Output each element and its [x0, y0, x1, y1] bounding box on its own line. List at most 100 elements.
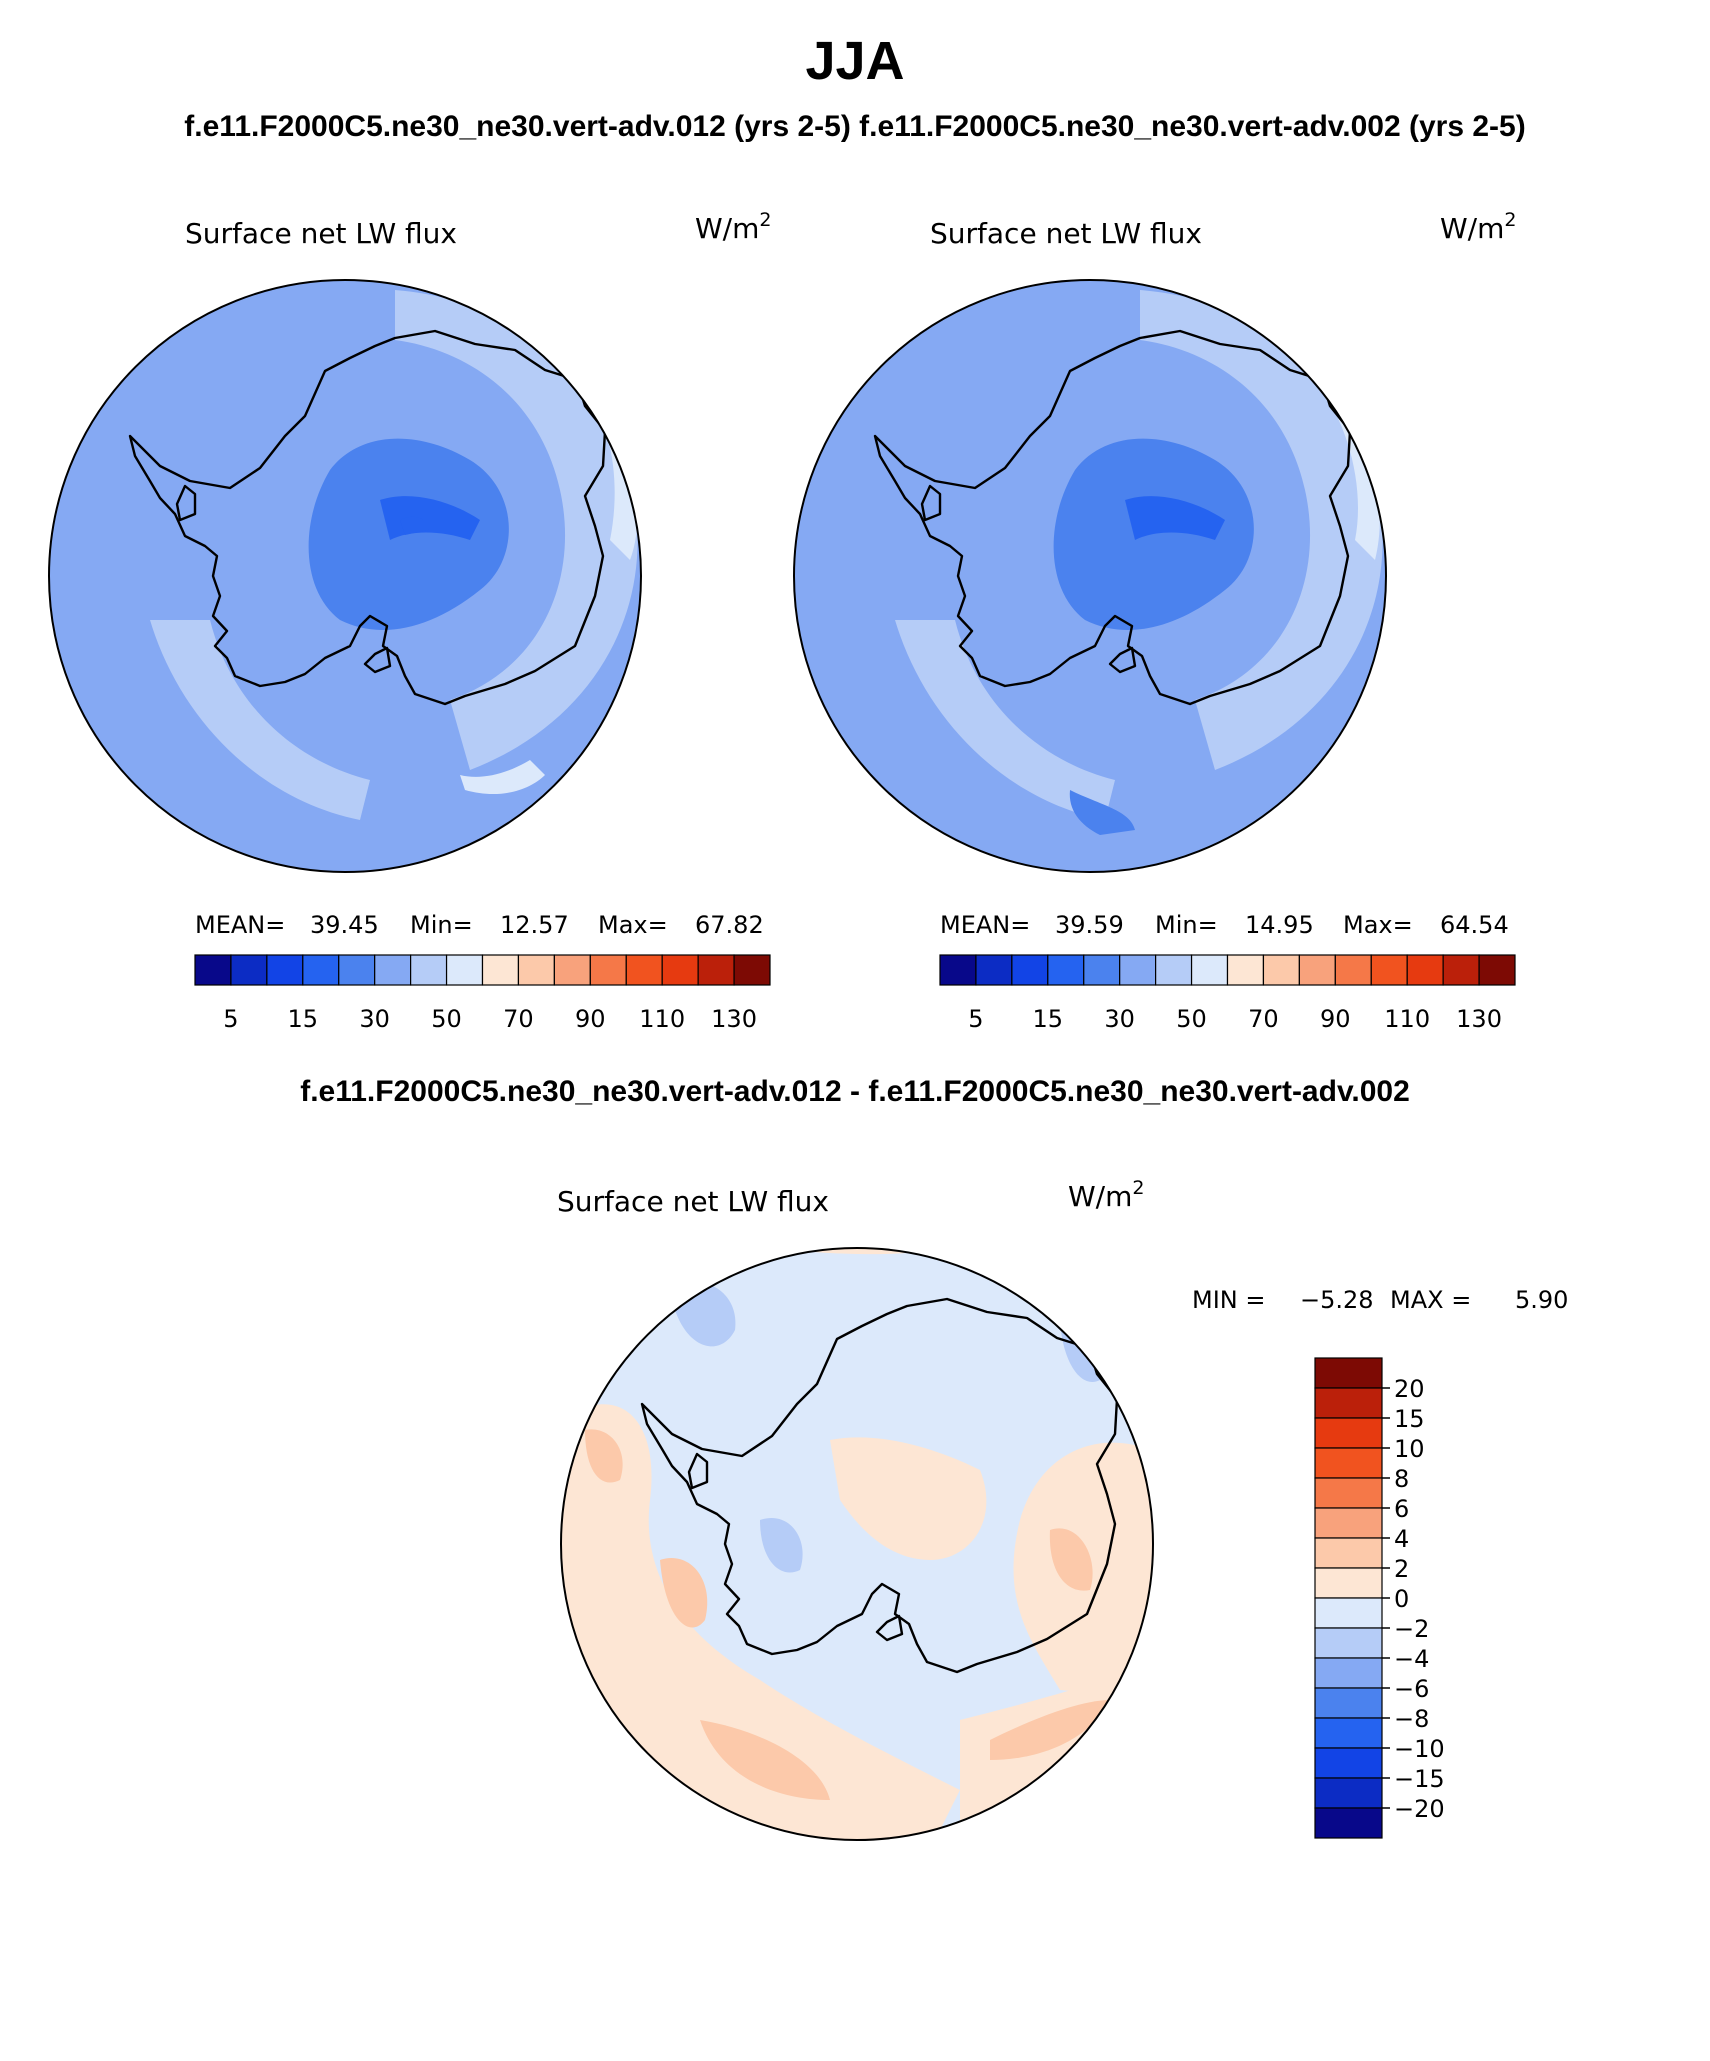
- left-colorbar-swatch: [589, 954, 627, 986]
- right-colorbar-swatch: [1262, 954, 1300, 986]
- right-map: Surface net LW flux W/m2 MEAN= 39.59 Min…: [793, 209, 1517, 1033]
- right-field-light-band: [1140, 290, 1383, 770]
- left-colorbar-swatch: [445, 954, 484, 986]
- diff-field-pos2-s: [700, 1720, 830, 1800]
- right-colorbar-swatch: [1226, 954, 1265, 986]
- right-colorbar-swatch: [1190, 954, 1229, 986]
- diff-field-neg-center: [760, 1518, 803, 1573]
- right-colorbar-tick-label: 130: [1456, 1005, 1502, 1033]
- right-field: [794, 280, 1386, 872]
- left-colorbar-swatch: [302, 954, 340, 986]
- diff-colorbar-swatch: [1314, 1627, 1383, 1659]
- diff-colorbar-tick-label: 0: [1394, 1585, 1409, 1613]
- left-colorbar-swatch: [410, 954, 448, 986]
- diff-colorbar-swatch: [1314, 1537, 1383, 1569]
- diff-colorbar-tick-label: 2: [1394, 1555, 1409, 1583]
- diff-colorbar-swatch: [1314, 1507, 1383, 1539]
- left-colorbar: [194, 954, 771, 986]
- diff-colorbar-swatch: [1314, 1477, 1383, 1509]
- left-map-border: [48, 279, 642, 873]
- page-title: JJA: [805, 31, 905, 91]
- diff-colorbar-tick-label: −4: [1394, 1645, 1429, 1673]
- left-colorbar-swatch: [553, 954, 591, 986]
- diff-min-value: −5.28: [1300, 1286, 1374, 1314]
- right-colorbar-swatch: [1298, 954, 1336, 986]
- diff-colorbar-swatch: [1314, 1567, 1383, 1599]
- right-colorbar-tick-label: 30: [1104, 1005, 1135, 1033]
- diff-colorbar-tick-label: 15: [1394, 1405, 1425, 1433]
- right-units-label: W/m2: [1440, 209, 1517, 245]
- right-colorbar-swatch: [1155, 954, 1193, 986]
- right-colorbar-tick-label: 110: [1384, 1005, 1430, 1033]
- diff-colorbar-tick-label: 6: [1394, 1495, 1409, 1523]
- diff-variable-label: Surface net LW flux: [557, 1185, 829, 1218]
- right-colorbar-tick-label: 90: [1320, 1005, 1351, 1033]
- diff-field-pos2-se: [990, 1700, 1110, 1760]
- right-colorbar-swatch: [939, 954, 977, 986]
- diff-colorbar-swatch: [1314, 1687, 1383, 1719]
- right-mean-value: 39.59: [1055, 911, 1124, 939]
- diff-units-label: W/m2: [1068, 1177, 1145, 1213]
- diff-colorbar-tick-label: 20: [1394, 1375, 1425, 1403]
- left-colorbar-swatch: [481, 954, 520, 986]
- diff-colorbar-tick-label: −2: [1394, 1615, 1429, 1643]
- diff-field-pos-band-sw: [561, 1404, 960, 1840]
- left-map: Surface net LW flux W/m2 MEAN= 39.45 Min…: [48, 209, 772, 1033]
- diff-colorbar-swatch: [1314, 1387, 1383, 1419]
- diff-colorbar-tick-label: −15: [1394, 1765, 1445, 1793]
- right-colorbar-tick-label: 70: [1248, 1005, 1279, 1033]
- diff-map: Surface net LW flux W/m2 MIN = −5.28 MAX…: [557, 1177, 1568, 1841]
- right-colorbar-tick-label: 50: [1176, 1005, 1207, 1033]
- right-field-lighter: [1310, 360, 1380, 560]
- right-min-value: 14.95: [1245, 911, 1314, 939]
- right-field-dark-2: [1069, 790, 1135, 835]
- right-colorbar-swatch: [1370, 954, 1408, 986]
- right-max-value: 64.54: [1440, 911, 1509, 939]
- diff-colorbar-swatch: [1314, 1447, 1383, 1479]
- right-field-light-band-2: [895, 620, 1115, 820]
- left-units-label: W/m2: [695, 209, 772, 245]
- diff-colorbar-tick-label: −20: [1394, 1795, 1445, 1823]
- diff-colorbar-tick-label: 4: [1394, 1525, 1409, 1553]
- left-mean-label: MEAN=: [195, 911, 285, 939]
- diff-field-pos2-sw: [660, 1558, 708, 1628]
- diff-field-pos-center: [830, 1437, 987, 1560]
- diff-title: f.e11.F2000C5.ne30_ne30.vert-adv.012 - f…: [300, 1075, 1410, 1108]
- left-colorbar-tick-label: 50: [431, 1005, 462, 1033]
- left-colorbar-tick-label: 130: [711, 1005, 757, 1033]
- diff-min-label: MIN =: [1192, 1286, 1265, 1314]
- diff-colorbar-tick-label: −6: [1394, 1675, 1429, 1703]
- diff-field-pos2-e: [1049, 1528, 1093, 1591]
- left-colorbar-swatch: [661, 954, 699, 986]
- right-min-label: Min=: [1155, 911, 1218, 939]
- left-colorbar-labels: 5 15 30 50 70 90 110 130: [223, 1005, 757, 1033]
- left-colorbar-tick-label: 5: [223, 1005, 238, 1033]
- left-colorbar-tick-label: 70: [503, 1005, 534, 1033]
- right-colorbar: [939, 954, 1516, 986]
- right-colorbar-swatch: [1011, 954, 1049, 986]
- left-colorbar-swatch: [374, 954, 412, 986]
- diff-colorbar-swatch: [1314, 1657, 1383, 1689]
- right-colorbar-swatch: [1047, 954, 1085, 986]
- left-colorbar-tick-label: 30: [359, 1005, 390, 1033]
- left-colorbar-tick-label: 110: [639, 1005, 685, 1033]
- diff-colorbar-tick-label: −10: [1394, 1735, 1445, 1763]
- right-colorbar-tick-label: 5: [968, 1005, 983, 1033]
- right-field-darker: [1125, 496, 1225, 540]
- left-colorbar-swatch: [338, 954, 376, 986]
- diff-colorbar-tick-label: 8: [1394, 1465, 1409, 1493]
- diff-colorbar-swatch: [1314, 1597, 1383, 1629]
- diff-colorbar: [1314, 1357, 1383, 1839]
- left-min-label: Min=: [410, 911, 473, 939]
- right-mean-label: MEAN=: [940, 911, 1030, 939]
- right-colorbar-tick-label: 15: [1033, 1005, 1064, 1033]
- diff-colorbar-swatch: [1314, 1777, 1383, 1809]
- left-field-light-band: [395, 290, 638, 770]
- left-colorbar-swatch: [266, 954, 304, 986]
- diff-colorbar-tick-label: −8: [1394, 1705, 1429, 1733]
- right-max-label: Max=: [1343, 911, 1413, 939]
- diff-map-border: [560, 1247, 1154, 1841]
- right-colorbar-labels: 5 15 30 50 70 90 110 130: [968, 1005, 1502, 1033]
- left-max-label: Max=: [598, 911, 668, 939]
- right-colorbar-swatch: [1406, 954, 1444, 986]
